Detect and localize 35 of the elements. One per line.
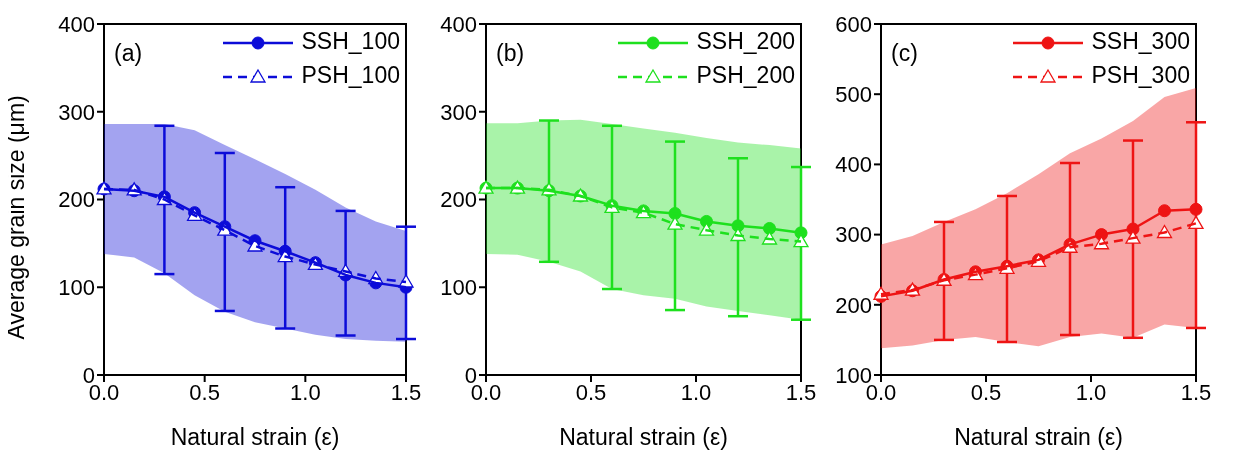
x-tick-label: 1.5 xyxy=(785,379,817,405)
annotation: (c) xyxy=(891,40,918,67)
x-tick-label: 1.0 xyxy=(1075,379,1107,405)
y-tick-label: 100 xyxy=(58,275,95,301)
y-tick-label: 600 xyxy=(835,11,872,37)
y-tick-label: 400 xyxy=(58,11,95,37)
y-tick-label: 500 xyxy=(835,82,872,108)
x-tick-label: 1.5 xyxy=(1180,379,1212,405)
y-tick-label: 300 xyxy=(835,222,872,248)
x-axis-title: Natural strain (ε) xyxy=(954,424,1123,450)
y-tick-label: 400 xyxy=(440,11,477,37)
y-tick-label: 400 xyxy=(835,152,872,178)
x-tick-label: 0.5 xyxy=(575,379,607,405)
annotation: (b) xyxy=(496,40,525,67)
x-tick-label: 0.5 xyxy=(970,379,1002,405)
x-tick-label: 0.5 xyxy=(189,379,220,405)
legend-label: PSH_200 xyxy=(696,62,795,88)
y-tick-label: 200 xyxy=(440,187,477,213)
y-tick-label: 100 xyxy=(440,275,477,301)
legend-label: SSH_200 xyxy=(696,28,795,54)
x-tick-label: 1.5 xyxy=(390,379,422,405)
y-tick-label: 300 xyxy=(440,99,477,125)
y-axis-title: Average grain size (μm) xyxy=(3,95,30,340)
x-axis-title: Natural strain (ε) xyxy=(170,424,340,450)
x-tick-label: 1.0 xyxy=(290,379,321,405)
legend-label: SSH_300 xyxy=(1091,28,1190,54)
annotation: (a) xyxy=(114,40,143,67)
y-tick-label: 200 xyxy=(58,187,95,213)
y-tick-label: 200 xyxy=(835,292,872,318)
y-tick-label: 300 xyxy=(58,99,95,125)
legend-label: PSH_300 xyxy=(1091,62,1190,88)
x-axis-title: Natural strain (ε) xyxy=(559,424,728,450)
legend-label: SSH_100 xyxy=(301,28,400,54)
x-tick-label: 1.0 xyxy=(680,379,712,405)
legend-label: PSH_100 xyxy=(301,62,400,88)
